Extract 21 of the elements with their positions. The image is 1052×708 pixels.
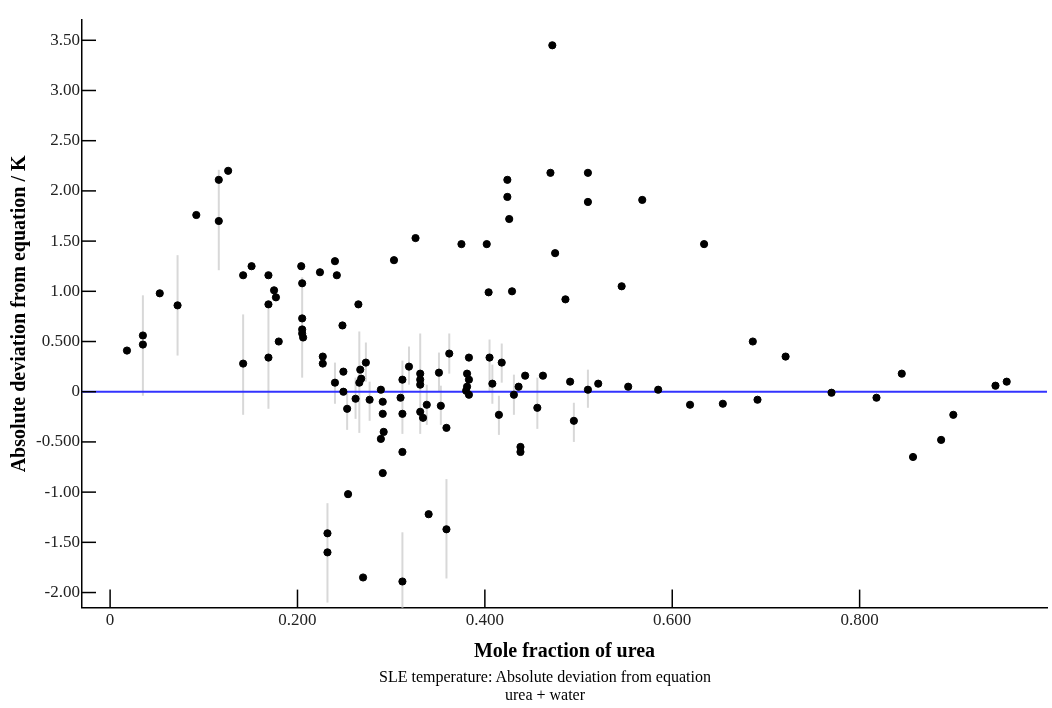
y-tick-label: 0.500 <box>41 330 80 350</box>
y-tick-label: -1.00 <box>44 481 80 501</box>
y-tick-label: 2.00 <box>50 180 80 200</box>
y-tick-label: 3.00 <box>50 79 80 99</box>
y-tick-label: -0.500 <box>36 431 80 451</box>
text: SLE temperature: Absolute deviation from equation <box>378 668 712 686</box>
text: urea + water <box>503 686 587 704</box>
y-tick-label: 3.50 <box>50 29 80 49</box>
x-axis-title: Mole fraction of urea <box>473 639 656 662</box>
x-tick-label: 0.200 <box>278 610 317 630</box>
x-tick-label: 0.800 <box>840 610 879 630</box>
y-tick-label: -2.00 <box>44 582 80 602</box>
x-tick-label: 0 <box>105 610 115 630</box>
y-tick-label: 0 <box>71 381 80 401</box>
x-tick-label: 0.400 <box>465 610 504 630</box>
y-tick-label: -1.50 <box>44 531 80 551</box>
y-tick-label: 1.00 <box>50 280 80 300</box>
y-tick-label: 1.50 <box>50 230 80 250</box>
x-tick-label: 0.600 <box>653 610 692 630</box>
y-tick-label: 2.50 <box>50 130 80 150</box>
y-axis-title: Absolute deviation from equation / K <box>7 155 31 473</box>
